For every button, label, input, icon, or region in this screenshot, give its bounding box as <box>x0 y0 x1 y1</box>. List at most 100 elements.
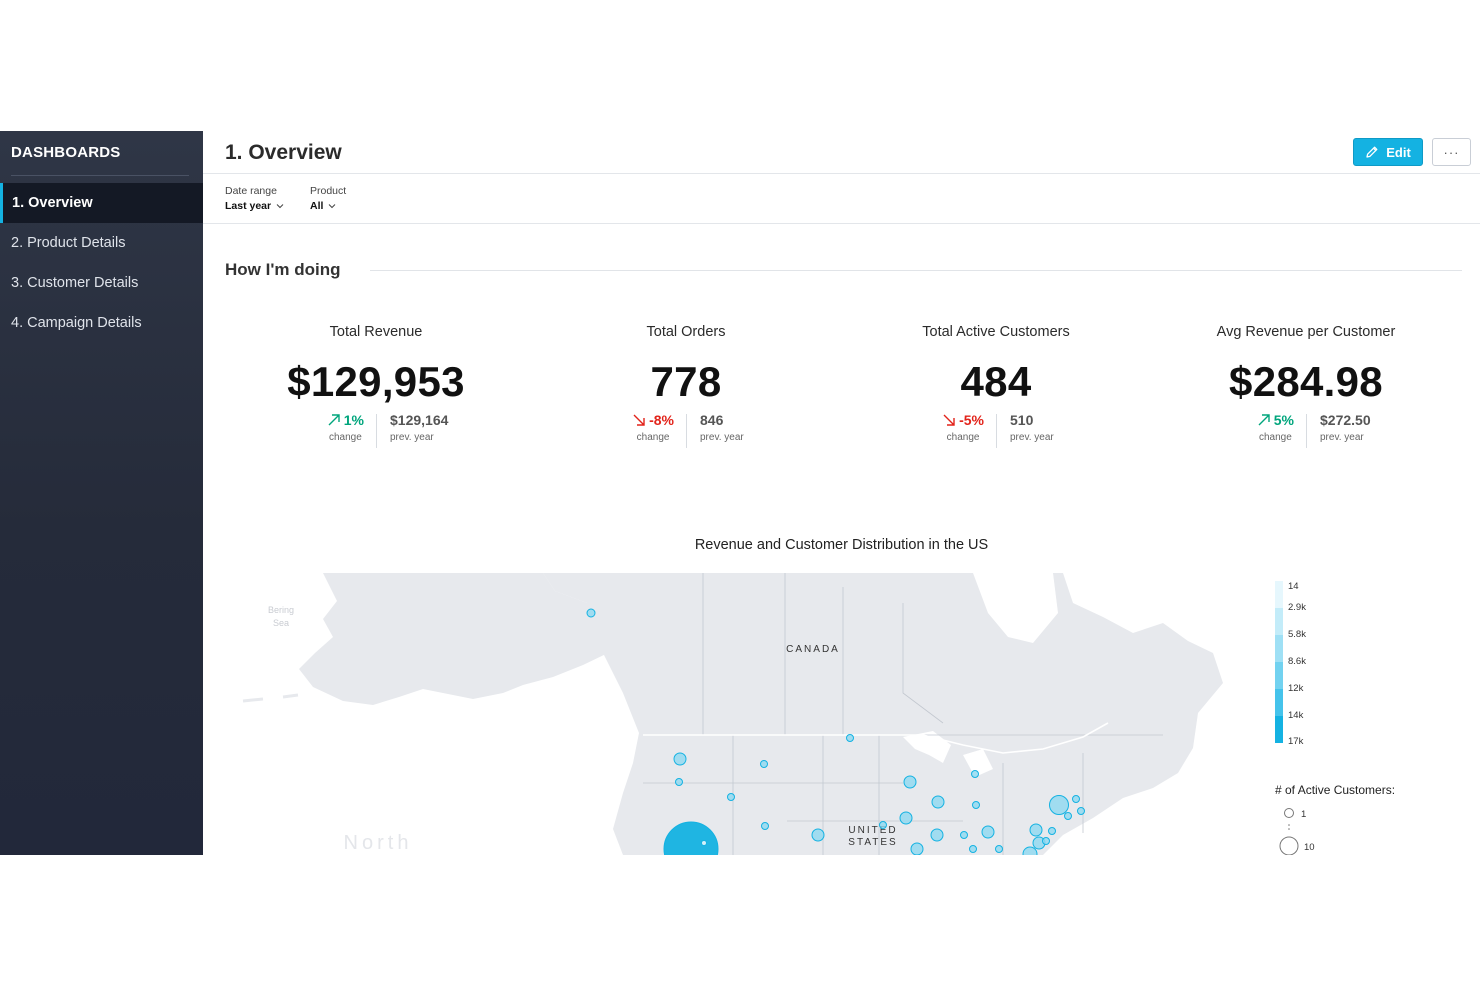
kpi-separator <box>996 414 997 448</box>
kpi-change-value: -5% <box>959 412 984 428</box>
arrow-down-right-icon <box>943 414 955 426</box>
kpi-change-caption: change <box>328 432 362 443</box>
kpi-previous-caption: prev. year <box>390 432 434 443</box>
size-legend-circles <box>1279 808 1299 855</box>
sidebar-item-product-details[interactable]: 2. Product Details <box>0 223 203 263</box>
map-marker[interactable] <box>879 821 887 829</box>
kpi-change-value-row: -8% <box>632 412 674 428</box>
map-marker[interactable] <box>727 793 735 801</box>
alaska-landmass <box>299 573 623 705</box>
kpi-title: Total Revenue <box>329 324 423 340</box>
product-filter[interactable]: Product All <box>310 185 346 212</box>
filter-value: Last year <box>225 200 272 212</box>
map-marker-large[interactable] <box>663 821 719 855</box>
sidebar-item-campaign-details[interactable]: 4. Campaign Details <box>0 303 203 343</box>
north-america-landmass <box>543 573 1223 855</box>
map-marker[interactable] <box>960 831 968 839</box>
kpi-previous: $272.50 prev. year <box>1320 412 1371 443</box>
map-marker[interactable] <box>586 608 596 618</box>
states-label: STATES <box>848 837 897 848</box>
kpi-total-orders[interactable]: Total Orders 778 -8% change 846 prev. ye… <box>536 324 836 452</box>
map-marker[interactable] <box>931 795 945 809</box>
map-marker[interactable] <box>969 845 977 853</box>
map-marker[interactable] <box>995 845 1003 853</box>
page-title: 1. Overview <box>225 141 342 164</box>
map-marker[interactable] <box>846 734 854 742</box>
hudson-bay <box>973 573 1058 643</box>
kpi-previous-value: 510 <box>1010 412 1034 428</box>
map-marker[interactable] <box>903 775 917 789</box>
map-marker[interactable] <box>910 842 924 855</box>
map-marker[interactable] <box>1077 807 1085 815</box>
map-marker[interactable] <box>701 840 707 846</box>
kpi-value: $129,953 <box>287 358 465 405</box>
arrow-up-right-icon <box>1258 414 1270 426</box>
kpi-comparison: -8% change 846 prev. year <box>536 412 836 452</box>
map-marker[interactable] <box>1048 827 1056 835</box>
map-marker[interactable] <box>971 770 979 778</box>
size-legend-max: 10 <box>1304 842 1315 853</box>
kpi-previous: 846 prev. year <box>700 412 744 443</box>
dashboard-app: DASHBOARDS 1. Overview 2. Product Detail… <box>0 131 1480 855</box>
kpi-total-active-customers[interactable]: Total Active Customers 484 -5% change 51… <box>846 324 1146 452</box>
date-range-filter[interactable]: Date range Last year <box>225 185 284 212</box>
kpi-value: 484 <box>960 358 1032 405</box>
filter-bar-divider <box>203 223 1480 224</box>
kpi-change-caption: change <box>946 432 980 443</box>
edit-button[interactable]: Edit <box>1353 138 1423 166</box>
bering-sea-label-line1: Bering <box>268 605 294 615</box>
kpi-previous: $129,164 prev. year <box>390 412 448 443</box>
more-options-button[interactable]: ··· <box>1432 138 1471 166</box>
section-title: How I'm doing <box>225 260 341 279</box>
canada-us-border <box>643 722 1109 754</box>
map-marker[interactable] <box>675 778 683 786</box>
kpi-title: Total Active Customers <box>922 324 1070 340</box>
aleutian-islands <box>242 693 299 703</box>
color-legend-label: 14 <box>1288 581 1299 592</box>
map-marker[interactable] <box>899 811 913 825</box>
arrow-up-right-icon <box>328 414 340 426</box>
canada-label: CANADA <box>786 644 840 655</box>
kpi-previous-value: $272.50 <box>1320 412 1371 428</box>
map-marker[interactable] <box>981 825 995 839</box>
map-marker[interactable] <box>930 828 944 842</box>
map-marker[interactable] <box>1064 812 1072 820</box>
pencil-icon <box>1366 146 1378 158</box>
kpi-change: 1% change <box>327 412 364 443</box>
sidebar-item-label: 2. Product Details <box>11 235 126 251</box>
map-marker[interactable] <box>760 760 768 768</box>
kpi-total-revenue[interactable]: Total Revenue $129,953 1% change $129,16… <box>226 324 526 452</box>
kpi-change-caption: change <box>636 432 670 443</box>
north-pacific-label: North <box>344 832 413 854</box>
kpi-change-value-row: 1% <box>327 412 364 428</box>
filter-value-row: All <box>310 200 346 212</box>
map-canvas: CANADA UNITED STATES Bering Sea North <box>242 573 1223 855</box>
geo-map[interactable]: CANADA UNITED STATES Bering Sea North <box>203 573 1480 855</box>
map-marker[interactable] <box>673 752 687 766</box>
filter-label: Product <box>310 185 347 197</box>
kpi-value: $284.98 <box>1229 358 1383 405</box>
kpi-title: Avg Revenue per Customer <box>1216 324 1396 340</box>
arrow-down-right-icon <box>633 414 645 426</box>
map-marker[interactable] <box>1049 795 1069 815</box>
map-marker[interactable] <box>1072 795 1080 803</box>
sidebar: DASHBOARDS 1. Overview 2. Product Detail… <box>0 131 203 855</box>
map-marker[interactable] <box>1022 846 1038 855</box>
kpi-avg-revenue-per-customer[interactable]: Avg Revenue per Customer $284.98 5% chan… <box>1156 324 1456 452</box>
sidebar-item-customer-details[interactable]: 3. Customer Details <box>0 263 203 303</box>
filter-value-row: Last year <box>225 200 284 212</box>
map-marker[interactable] <box>811 828 825 842</box>
kpi-previous-caption: prev. year <box>1320 432 1364 443</box>
filter-label: Date range <box>225 185 277 197</box>
color-scale-bar <box>1275 581 1283 743</box>
map-marker[interactable] <box>1042 837 1050 845</box>
main-content: 1. Overview Edit ··· Date range Last yea… <box>203 131 1480 855</box>
kpi-previous-caption: prev. year <box>1010 432 1054 443</box>
map-marker[interactable] <box>972 801 980 809</box>
map-marker[interactable] <box>1029 823 1043 837</box>
size-legend-title: # of Active Customers: <box>1275 783 1396 797</box>
kpi-comparison: -5% change 510 prev. year <box>846 412 1146 452</box>
map-marker[interactable] <box>761 822 769 830</box>
sidebar-item-overview[interactable]: 1. Overview <box>0 183 203 223</box>
kpi-separator <box>686 414 687 448</box>
